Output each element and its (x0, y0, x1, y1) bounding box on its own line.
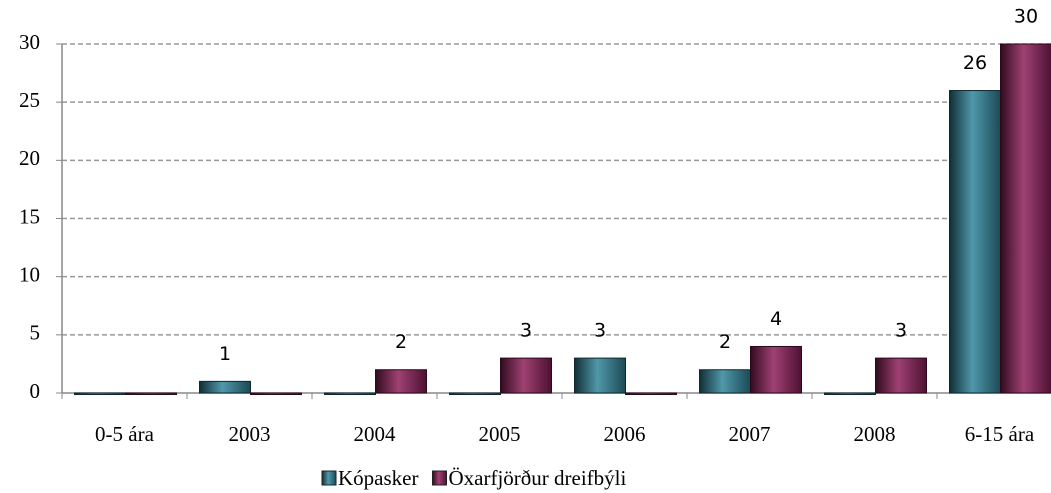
legend-swatch (321, 470, 337, 486)
y-tick-label: 0 (30, 379, 41, 403)
bar (250, 392, 302, 395)
legend-label: Kópasker (338, 466, 418, 490)
bar (750, 345, 802, 394)
y-tick-label: 5 (30, 321, 41, 345)
bar (500, 357, 552, 394)
bar (199, 380, 251, 394)
bar (1000, 43, 1051, 394)
x-tick-label: 2005 (479, 422, 521, 446)
data-label: 2 (395, 331, 407, 353)
y-tick-label: 25 (19, 88, 40, 112)
data-label: 3 (895, 320, 907, 342)
bar (875, 357, 927, 394)
bar (625, 392, 677, 395)
legend-label: Öxarfjörður dreifbýli (448, 466, 626, 490)
x-tick-label: 2003 (229, 422, 271, 446)
bar (449, 392, 501, 395)
x-tick-label: 0-5 ára (95, 422, 155, 446)
y-tick-label: 15 (19, 204, 40, 228)
bar (324, 392, 376, 395)
x-tick-label: 2006 (604, 422, 646, 446)
bar (375, 369, 427, 394)
bar (824, 392, 876, 395)
bar (574, 357, 626, 394)
bar (74, 392, 126, 395)
data-label: 26 (963, 52, 987, 74)
data-label: 4 (770, 308, 782, 330)
legend-item: Öxarfjörður dreifbýli (431, 466, 627, 490)
bar (699, 369, 751, 394)
legend-swatch (431, 470, 447, 486)
y-tick-label: 10 (19, 262, 40, 286)
data-label: 1 (219, 343, 231, 365)
bar (949, 90, 1001, 394)
x-tick-label: 2008 (854, 422, 896, 446)
y-tick-label: 30 (19, 30, 40, 54)
x-tick-label: 6-15 ára (965, 422, 1035, 446)
data-label: 2 (719, 331, 731, 353)
x-tick-label: 2004 (354, 422, 397, 446)
x-tick-label: 2007 (729, 422, 771, 446)
bar (125, 392, 177, 395)
y-tick-label: 20 (19, 146, 40, 170)
legend-item: Kópasker (321, 466, 418, 490)
data-label: 3 (594, 320, 606, 342)
data-label: 3 (520, 320, 532, 342)
data-label: 30 (1014, 6, 1038, 28)
